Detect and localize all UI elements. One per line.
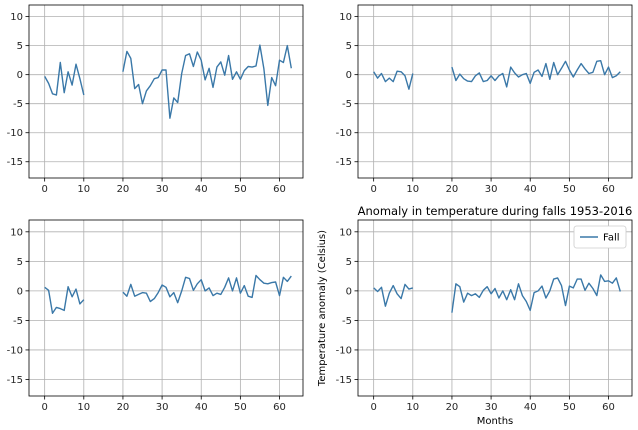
y-tick-label: -15 — [7, 375, 23, 386]
x-tick-label: 10 — [77, 184, 90, 195]
subplot-2: 0 10 20 30 40 50 60 -15 -10 -5 0 5 10 — [336, 4, 633, 195]
x-tick-label: 0 — [41, 184, 47, 195]
y-tick-label: 10 — [10, 12, 23, 23]
legend-box — [573, 225, 627, 249]
x-tick-label: 30 — [156, 402, 169, 413]
y-tick-label: 0 — [17, 286, 23, 297]
y-tick-label: -10 — [336, 128, 352, 139]
y-tick-label: 5 — [17, 41, 23, 52]
x-tick-label: 60 — [602, 402, 615, 413]
y-tick-label: 10 — [339, 12, 352, 23]
x-tick-label: 60 — [273, 402, 286, 413]
x-axis-label: Months — [477, 416, 514, 427]
x-tick-label: 0 — [370, 402, 376, 413]
x-tick-label: 60 — [602, 184, 615, 195]
x-tick-label: 20 — [446, 184, 459, 195]
series-line-segment — [122, 44, 292, 119]
subplot-4: 0 10 20 30 40 50 60 -15 -10 -5 0 5 10 Anomaly in temp… — [317, 204, 633, 427]
series-line-segment — [44, 286, 85, 314]
y-tick-label: -5 — [13, 316, 23, 327]
subplot-3: 0 10 20 30 40 50 60 -15 -10 -5 0 5 10 — [7, 219, 304, 413]
x-tick-label: 10 — [406, 402, 419, 413]
x-tick-label: 40 — [195, 184, 208, 195]
x-tick-label: 40 — [524, 402, 537, 413]
series-line-segment — [44, 61, 85, 96]
x-tick-label: 40 — [524, 184, 537, 195]
y-tick-label: -5 — [342, 99, 352, 110]
series-line-segment — [451, 60, 621, 88]
axes-frame — [28, 219, 304, 397]
y-tick-label: 0 — [17, 70, 23, 81]
x-tick-label: 30 — [156, 184, 169, 195]
x-tick-label: 20 — [117, 184, 130, 195]
y-axis-label: Temperature anomaly (Celsius) — [317, 230, 328, 387]
series-line-segment — [373, 283, 414, 307]
x-tick-label: 10 — [77, 402, 90, 413]
x-tick-label: 50 — [234, 402, 247, 413]
x-tick-label: 40 — [195, 402, 208, 413]
y-tick-label: 0 — [346, 286, 352, 297]
x-tick-label: 50 — [563, 402, 576, 413]
subplot-1: 0 10 20 30 40 50 60 -15 -10 -5 0 5 10 — [7, 4, 304, 195]
y-tick-label: 10 — [339, 227, 352, 238]
x-tick-label: 50 — [234, 184, 247, 195]
axes-frame — [28, 4, 304, 179]
x-tick-label: 50 — [563, 184, 576, 195]
x-tick-label: 20 — [446, 402, 459, 413]
y-tick-label: -5 — [342, 316, 352, 327]
x-tick-label: 0 — [370, 184, 376, 195]
series-line-segment — [373, 70, 414, 90]
legend: Fall — [573, 225, 627, 249]
x-tick-label: 0 — [41, 402, 47, 413]
x-tick-label: 30 — [485, 184, 498, 195]
chart-title: Anomaly in temperature during falls 1953… — [358, 204, 633, 218]
y-tick-label: -10 — [7, 128, 23, 139]
legend-label: Fall — [603, 233, 620, 244]
x-tick-label: 10 — [406, 184, 419, 195]
y-tick-label: 10 — [10, 227, 23, 238]
y-tick-label: -15 — [7, 157, 23, 168]
x-tick-label: 20 — [117, 402, 130, 413]
axes-frame — [357, 4, 633, 179]
y-tick-label: -15 — [336, 157, 352, 168]
y-tick-label: 5 — [17, 257, 23, 268]
y-tick-label: -15 — [336, 375, 352, 386]
y-tick-label: 5 — [346, 257, 352, 268]
y-tick-label: 5 — [346, 41, 352, 52]
series-line-segment — [122, 274, 292, 304]
y-tick-label: -5 — [13, 99, 23, 110]
y-tick-label: -10 — [336, 345, 352, 356]
series-line-segment — [451, 274, 621, 313]
x-tick-label: 30 — [485, 402, 498, 413]
y-tick-label: 0 — [346, 70, 352, 81]
y-tick-label: -10 — [7, 345, 23, 356]
axes-frame — [357, 219, 633, 397]
x-tick-label: 60 — [273, 184, 286, 195]
